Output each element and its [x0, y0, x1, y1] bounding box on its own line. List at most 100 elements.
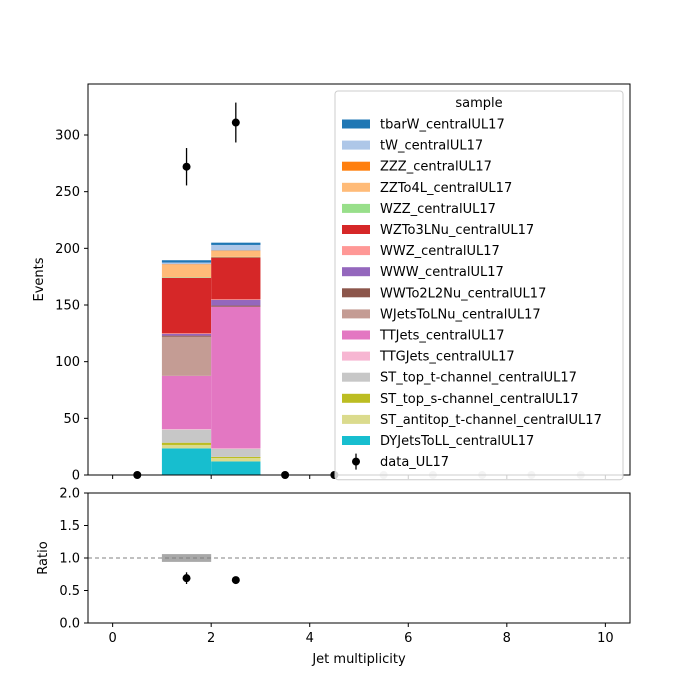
data-point: [182, 162, 191, 171]
legend-label: tbarW_centralUL17: [380, 118, 505, 133]
bar-segment: [161, 264, 212, 265]
ratio-y-tick-label: 0.0: [59, 617, 80, 632]
bar-segment: [161, 260, 212, 263]
x-axis-label: Jet multiplicity: [311, 652, 406, 667]
legend-swatch: [342, 393, 370, 403]
legend-box: [334, 90, 624, 481]
ratio-plot-frame: [87, 492, 631, 624]
legend-swatch: [342, 225, 370, 234]
x-tick-label: 6: [404, 631, 412, 646]
bar-segment: [161, 442, 212, 445]
legend-swatch: [342, 182, 370, 192]
y-tick-label: 300: [55, 129, 80, 144]
legend-swatch: [342, 161, 370, 171]
bar-segment: [211, 456, 261, 458]
bar-segment: [211, 299, 261, 306]
bar-segment: [161, 277, 212, 334]
legend-label: WWW_centralUL17: [380, 265, 504, 280]
legend-label: ST_antitop_t-channel_centralUL17: [380, 413, 602, 428]
legend-swatch: [342, 267, 370, 277]
bar-segment: [211, 448, 261, 449]
y-tick-label: 250: [55, 185, 80, 200]
legend-label: WZZ_centralUL17: [380, 202, 496, 217]
legend-swatch: [342, 203, 370, 213]
ratio-point: [182, 574, 191, 583]
bar-segment: [161, 429, 212, 430]
legend-label: ST_top_t-channel_centralUL17: [380, 371, 577, 386]
x-tick-label: 2: [207, 631, 215, 646]
bar-segment: [211, 299, 261, 300]
bar-segment: [161, 333, 212, 334]
legend-data-marker: [352, 457, 360, 466]
bar-segment: [211, 250, 261, 252]
bar-segment: [161, 429, 212, 443]
legend-swatch: [342, 414, 370, 424]
ratio-points: [182, 572, 240, 585]
legend-swatch: [342, 140, 370, 150]
bar-segment: [211, 458, 261, 462]
x-axis-ticks: 0 2 4 6 8 10: [108, 623, 614, 646]
y-axis-label: Events: [32, 257, 47, 301]
bar-segment: [211, 448, 261, 457]
ratio-y-tick-label: 1.5: [59, 519, 80, 534]
ratio-y-axis-label: Ratio: [36, 541, 51, 574]
bar-segment: [211, 306, 261, 449]
ratio-y-tick-label: 2.0: [59, 487, 80, 502]
bar-segment: [161, 277, 212, 278]
bar-segment: [211, 251, 261, 257]
bar-segment: [161, 264, 212, 278]
bar-segment: [211, 242, 261, 245]
x-tick-label: 4: [306, 631, 314, 646]
bar-segment: [161, 333, 212, 336]
legend-swatch: [342, 119, 370, 129]
bar-segment: [211, 257, 261, 300]
legend-label: WWZ_centralUL17: [380, 244, 500, 259]
legend-label: ZZZ_centralUL17: [380, 160, 492, 175]
legend-items: tbarW_centralUL17 tW_centralUL17 ZZZ_centr…: [342, 118, 602, 470]
main-plot: 0 50 100 150 200 250 300 Events: [32, 83, 631, 484]
legend-swatch: [342, 288, 370, 298]
bar-segment: [161, 262, 212, 265]
y-tick-label: 150: [55, 299, 80, 314]
legend-swatch: [342, 330, 370, 340]
legend-label: TTJets_centralUL17: [379, 329, 505, 344]
legend-title: sample: [455, 96, 502, 111]
y-tick-label: 50: [63, 412, 80, 427]
legend-swatch: [342, 309, 370, 319]
ratio-plot: 0.0 0.5 1.0 1.5 2.0 0 2 4 6 8 10 Ratio Jet multip…: [36, 487, 631, 667]
y-tick-label: 100: [55, 355, 80, 370]
bar-segment: [161, 336, 212, 376]
bar-segment: [161, 448, 212, 475]
y-tick-label: 200: [55, 242, 80, 257]
ratio-y-axis-ticks: 0.0 0.5 1.0 1.5 2.0: [59, 487, 88, 632]
legend-swatch: [342, 436, 370, 445]
bar-segment: [211, 256, 261, 258]
legend-label: ZZTo4L_centralUL17: [380, 181, 512, 196]
y-axis-ticks: 0 50 100 150 200 250 300: [55, 129, 88, 484]
bar-segment: [211, 305, 261, 307]
legend-label: TTGJets_centralUL17: [379, 350, 515, 365]
x-tick-label: 10: [597, 631, 614, 646]
legend-label: tW_centralUL17: [380, 139, 483, 154]
data-point: [231, 118, 240, 127]
legend-label: data_UL17: [380, 455, 449, 470]
stacked-bars: [161, 242, 261, 475]
legend: sample tbarW_centralUL17 tW_centralUL17 ZZ…: [334, 90, 624, 481]
bar-segment: [211, 244, 261, 251]
y-tick-label: 0: [72, 469, 80, 484]
x-tick-label: 0: [108, 631, 116, 646]
ratio-y-tick-label: 0.5: [59, 584, 80, 599]
legend-swatch: [342, 372, 370, 382]
legend-label: WJetsToLNu_centralUL17: [380, 307, 541, 322]
legend-swatch: [342, 246, 370, 256]
legend-label: WZTo3LNu_centralUL17: [380, 223, 534, 238]
x-tick-label: 8: [503, 631, 511, 646]
bar-segment: [211, 461, 261, 475]
bar-segment: [161, 375, 212, 430]
bar-segment: [161, 444, 212, 449]
legend-label: WWTo2L2Nu_centralUL17: [380, 286, 546, 301]
ratio-y-tick-label: 1.0: [59, 552, 80, 567]
legend-label: ST_top_s-channel_centralUL17: [380, 392, 579, 407]
ratio-point: [231, 576, 240, 585]
